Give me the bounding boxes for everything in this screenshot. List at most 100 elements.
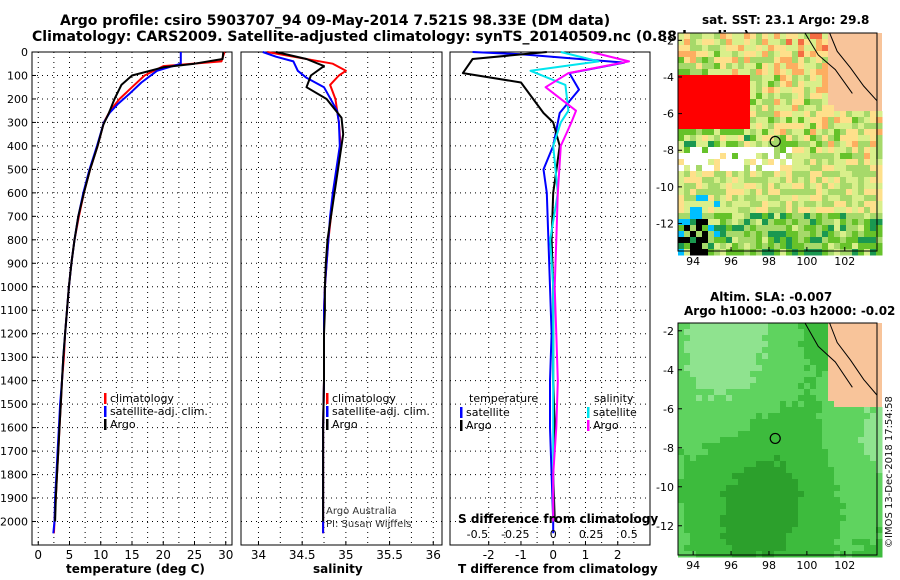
map-cell [786,213,793,220]
map-cell [738,99,745,106]
map-cell [852,123,859,130]
map-cell [816,359,823,366]
map-cell [732,201,739,208]
map-cell [744,51,751,58]
map-cell [840,479,847,486]
land-cell [840,39,846,45]
map-cell [678,455,685,462]
map-cell [780,219,787,226]
map-cell [756,389,763,396]
map-cell [870,449,877,456]
land-cell [840,341,846,347]
map-cell [774,153,781,160]
map-cell [702,51,709,58]
map-cell [780,455,787,462]
map-cell [834,467,841,474]
map-cell [774,443,781,450]
map-cell [714,341,721,348]
map-cell [720,93,727,100]
map-cell [810,437,817,444]
map-cell [720,377,727,384]
map-cell [792,353,799,360]
map-cell [816,443,823,450]
map-cell [870,455,877,462]
map-cell [738,395,745,402]
map-cell [726,63,733,70]
map-cell [792,425,799,432]
map-cell [858,171,865,178]
map-cell [714,147,721,154]
map-cell [864,147,871,154]
map-cell [678,515,685,522]
map-cell [816,515,823,522]
map-cell [762,81,769,88]
map-cell [738,219,745,226]
map-cell [846,413,853,420]
map-cell [744,377,751,384]
land-cell [840,365,846,371]
map-cell [768,497,775,504]
map-cell [840,237,847,244]
map-cell [816,249,823,256]
map-cell [762,485,769,492]
map-cell [816,51,823,58]
map-cell [786,371,793,378]
land-cell [852,395,858,401]
map-cell [810,189,817,196]
map-cell [810,225,817,232]
map-cell [840,159,847,166]
map-cell [768,225,775,232]
map-cell [858,419,865,426]
map-cell [690,467,697,474]
map-cell [690,105,697,112]
map-cell [726,347,733,354]
map-cell [726,365,733,372]
map-cell [744,323,751,330]
map-cell [684,141,691,148]
map-cell [822,207,829,214]
map-cell [690,189,697,196]
map-cell [702,159,709,166]
map-cell [828,159,835,166]
map-cell [690,371,697,378]
map-cell [732,159,739,166]
map-cell [816,341,823,348]
map-cell [690,377,697,384]
map-cell [828,443,835,450]
map-cell [732,395,739,402]
map-cell [756,135,763,142]
map-cell [870,413,877,420]
map-cell [744,383,751,390]
map-cell [798,231,805,238]
map-cell [840,111,847,118]
sst-map-frame [677,32,878,252]
map-cell [726,545,733,552]
map-cell [804,491,811,498]
map-cell [720,443,727,450]
map-cell [690,75,697,82]
map-cell [816,231,823,238]
land-cell [834,57,840,63]
map-cell [762,141,769,148]
map-cell [858,165,865,172]
land-cell [834,389,840,395]
map-cell [714,419,721,426]
map-cell [822,341,829,348]
map-cell [732,99,739,106]
land-cell [858,359,864,365]
map-cell [864,479,871,486]
map-cell [816,347,823,354]
map-cell [684,99,691,106]
map-cell [720,75,727,82]
map-cell [756,347,763,354]
land-cell [852,323,858,329]
map-cell [804,479,811,486]
map-cell [732,443,739,450]
land-cell [828,57,834,63]
map-cell [780,533,787,540]
map-cell [798,39,805,46]
map-cell [690,455,697,462]
map-cell [678,141,685,148]
map-cell [684,329,691,336]
map-cell [750,81,757,88]
